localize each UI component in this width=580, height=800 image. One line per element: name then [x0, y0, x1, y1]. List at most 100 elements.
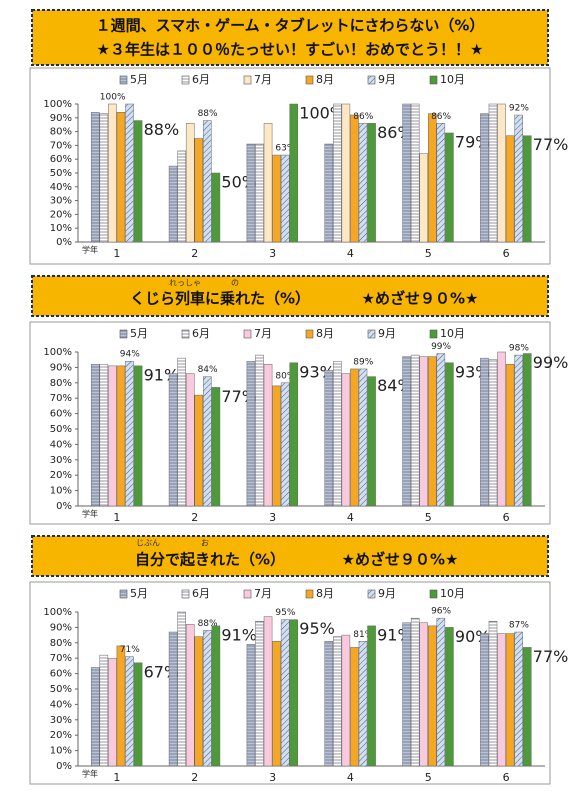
- bar-pattern: [91, 667, 100, 766]
- bar-pattern: [324, 370, 333, 506]
- bar: [185, 373, 195, 507]
- y-tick-label: 70%: [50, 140, 72, 151]
- bar: [211, 625, 221, 767]
- banner: [31, 275, 549, 317]
- bar: [341, 634, 351, 767]
- x-tick-label: 6: [503, 511, 510, 524]
- bar: [428, 356, 437, 507]
- y-tick-label: 40%: [50, 439, 72, 450]
- value-label: 95%: [275, 608, 295, 618]
- x-tick-label: 4: [347, 247, 354, 260]
- x-tick-label: 1: [113, 511, 120, 524]
- bar-pattern: [402, 104, 411, 242]
- bar-pattern: [411, 618, 420, 766]
- legend-swatch-pattern: [120, 330, 127, 338]
- bar-pattern: [125, 656, 134, 766]
- bar: [522, 353, 532, 507]
- y-tick-label: 30%: [50, 196, 72, 207]
- bar-pattern: [169, 632, 178, 766]
- y-tick-label: 40%: [50, 699, 72, 710]
- x-tick-label: 3: [269, 771, 276, 784]
- bar: [108, 365, 117, 507]
- y-tick-label: 70%: [50, 393, 72, 404]
- legend-swatch-pattern: [368, 330, 375, 338]
- x-tick-label: 4: [347, 771, 354, 784]
- bar-pattern: [514, 632, 523, 766]
- y-tick-label: 30%: [50, 715, 72, 726]
- bar-pattern: [177, 150, 186, 242]
- bar: [522, 647, 532, 767]
- legend-label: 10月: [440, 587, 465, 600]
- bar-pattern: [255, 355, 264, 506]
- bar: [194, 394, 204, 507]
- bar: [289, 619, 299, 767]
- banner-title: くじら列車に乗れた（%）: [130, 290, 310, 308]
- value-label: 63%: [275, 144, 295, 154]
- y-tick-label: 10%: [50, 486, 72, 497]
- bar: [341, 373, 351, 507]
- legend-swatch: [305, 329, 314, 339]
- y-tick-label: 80%: [50, 127, 72, 138]
- legend-label: 5月: [130, 73, 148, 86]
- bar-pattern: [480, 113, 489, 242]
- y-tick-label: 40%: [50, 182, 72, 193]
- bar-pattern: [281, 382, 290, 506]
- bar-pattern: [358, 123, 368, 242]
- bar: [133, 120, 143, 243]
- y-tick-label: 70%: [50, 653, 72, 664]
- bar: [445, 132, 454, 243]
- value-label: 98%: [509, 344, 529, 354]
- bar: [211, 387, 221, 507]
- y-tick-label: 100%: [43, 347, 72, 358]
- value-label: 86%: [353, 112, 373, 122]
- banner-subtitle: ★３年生は１００％たっせい！すごい！おめでとう！！★: [97, 41, 484, 59]
- bar: [350, 114, 359, 243]
- bar: [116, 645, 126, 767]
- value-label: 86%: [431, 112, 451, 122]
- legend-swatch: [429, 329, 438, 339]
- bar-pattern: [358, 368, 368, 506]
- x-tick-label: 3: [269, 511, 276, 524]
- y-tick-label: 80%: [50, 638, 72, 649]
- x-tick-label: 6: [503, 771, 510, 784]
- bar-pattern: [91, 364, 100, 506]
- bar: [445, 362, 454, 507]
- x-tick-label: 6: [503, 247, 510, 260]
- value-label: 92%: [509, 104, 529, 114]
- banner-title: １週間、スマホ・ゲーム・タブレットにさわらない（%）: [96, 17, 485, 35]
- legend-label: 6月: [192, 327, 210, 340]
- legend-label: 7月: [254, 73, 272, 86]
- value-label: 94%: [120, 350, 140, 360]
- y-tick-label: 50%: [50, 168, 72, 179]
- legend-swatch: [305, 589, 314, 599]
- value-label-large: 99%: [533, 353, 569, 372]
- bar-pattern: [436, 123, 445, 242]
- bar: [133, 365, 143, 507]
- bar-pattern: [324, 641, 333, 766]
- legend-swatch: [305, 75, 314, 85]
- legend-swatch-pattern: [120, 590, 127, 598]
- legend-label: 5月: [130, 327, 148, 340]
- bar-pattern: [402, 622, 411, 766]
- bar-pattern: [411, 104, 420, 242]
- bar-pattern: [488, 359, 498, 506]
- bar-pattern: [125, 104, 134, 242]
- y-tick-label: 60%: [50, 409, 72, 420]
- bar: [194, 636, 204, 767]
- bar: [263, 123, 273, 243]
- value-label: 80%: [275, 371, 295, 381]
- legend-swatch: [429, 75, 438, 85]
- bar-pattern: [436, 618, 445, 766]
- legend-swatch-pattern: [182, 330, 189, 338]
- legend-label: 10月: [440, 73, 465, 86]
- legend-label: 7月: [254, 587, 272, 600]
- banner: [31, 535, 549, 577]
- legend-swatch-pattern: [368, 76, 375, 84]
- y-tick-label: 0%: [56, 237, 72, 248]
- bar-pattern: [203, 120, 212, 242]
- bar-pattern: [169, 373, 178, 506]
- legend-label: 10月: [440, 327, 465, 340]
- x-tick-label: 5: [425, 511, 432, 524]
- bar-pattern: [480, 633, 489, 766]
- bar: [350, 647, 359, 767]
